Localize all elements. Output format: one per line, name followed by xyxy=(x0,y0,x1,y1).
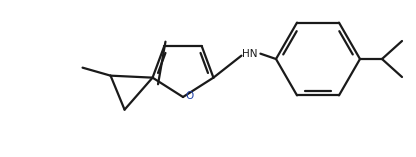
Text: O: O xyxy=(185,91,193,101)
Text: HN: HN xyxy=(243,49,258,59)
